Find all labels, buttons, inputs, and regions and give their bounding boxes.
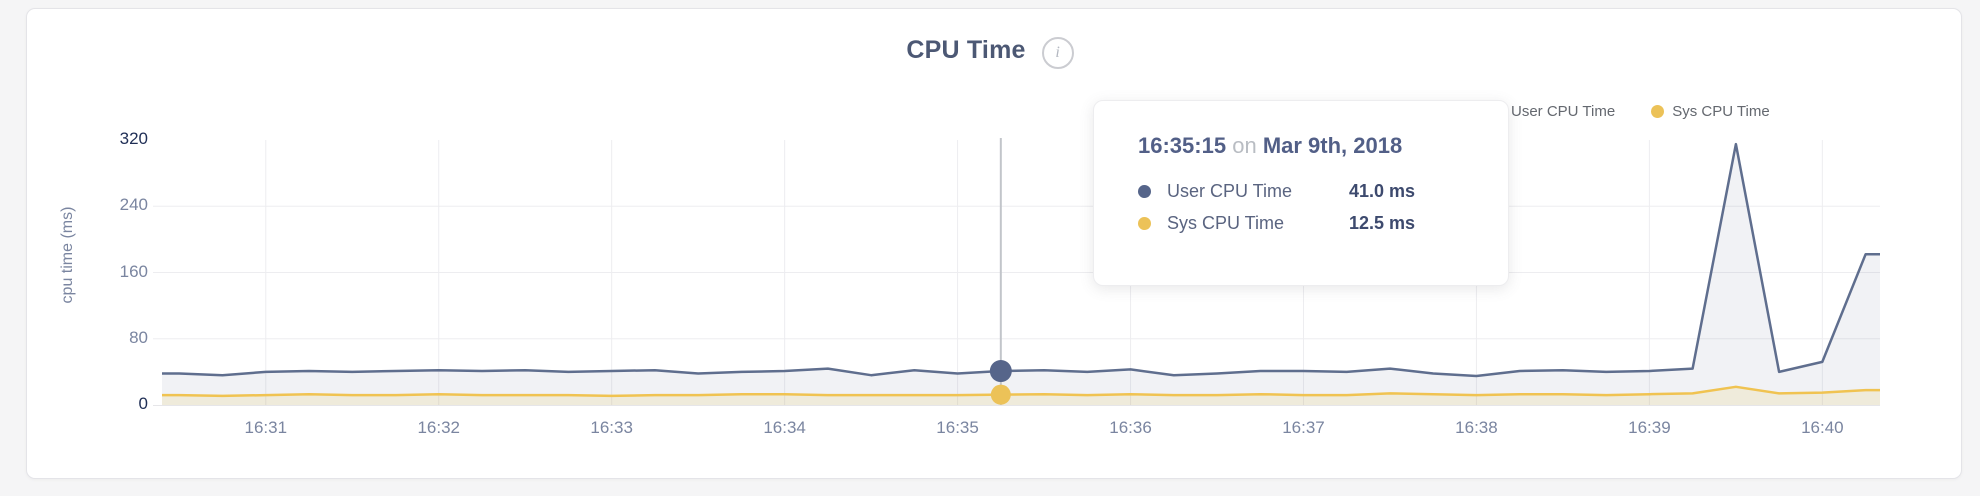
chart-tooltip: 16:35:15 on Mar 9th, 2018 User CPU Time …: [1093, 100, 1509, 286]
user-highlight-marker[interactable]: [989, 360, 1012, 383]
tooltip-date: Mar 9th, 2018: [1262, 133, 1403, 158]
tooltip-time: 16:35:15: [1138, 133, 1227, 158]
tooltip-series-label: User CPU Time: [1167, 180, 1293, 201]
chart-header: CPU Time i: [0, 30, 1980, 70]
legend-label: Sys CPU Time: [1672, 102, 1770, 120]
chart-legend: User CPU Time Sys CPU Time: [1490, 101, 1770, 121]
tooltip-on-word: on: [1232, 133, 1257, 158]
tooltip-series-value: 41.0 ms: [1349, 180, 1416, 201]
user-series-dot-icon: [1138, 184, 1151, 198]
chart-title: CPU Time: [906, 35, 1026, 64]
tooltip-row-sys: Sys CPU Time 12.5 ms: [1138, 211, 1415, 235]
sys-cpu-line: [162, 385, 1880, 398]
sys-series-dot-icon: [1138, 216, 1151, 230]
user-cpu-line: [162, 142, 1880, 378]
tooltip-series-value: 12.5 ms: [1349, 212, 1416, 233]
sys-series-dot-icon: [1651, 104, 1665, 118]
info-icon[interactable]: i: [1041, 37, 1074, 69]
legend-label: User CPU Time: [1511, 102, 1616, 120]
user-cpu-area: [162, 144, 1880, 405]
legend-item-sys-cpu-time[interactable]: Sys CPU Time: [1651, 103, 1770, 120]
sys-highlight-marker[interactable]: [990, 384, 1011, 405]
tooltip-timestamp: 16:35:15 on Mar 9th, 2018: [1138, 133, 1402, 159]
tooltip-row-user: User CPU Time 41.0 ms: [1138, 179, 1415, 203]
sys-cpu-area: [162, 386, 1880, 405]
tooltip-series-label: Sys CPU Time: [1167, 212, 1285, 233]
